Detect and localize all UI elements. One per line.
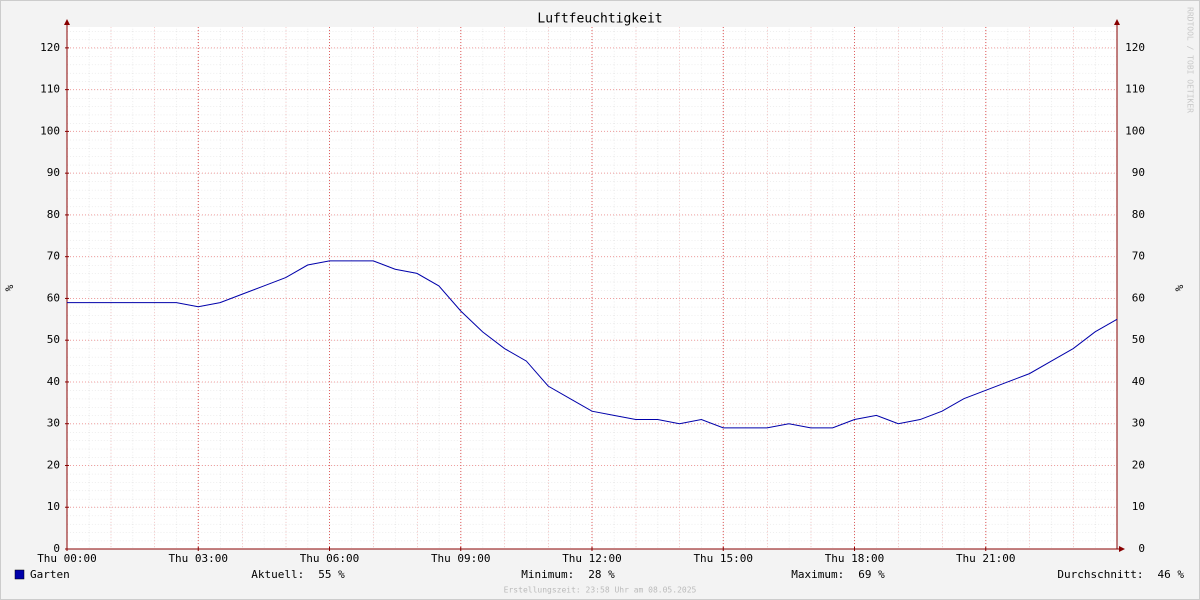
chart-title: Luftfeuchtigkeit [537,12,662,27]
legend-label: Garten [30,568,70,581]
axes [64,19,1125,552]
y-tick-label: 0 [53,542,60,555]
watermark: RRDTOOL / TOBI OETIKER [1186,7,1195,113]
y-tick-label-right: 50 [1132,333,1145,346]
stat: Aktuell: 55 % [251,568,345,581]
y-tick-label-right: 90 [1132,166,1145,179]
y-tick-label-right: 80 [1132,208,1145,221]
y-axis-label: % [3,284,16,291]
x-tick-label: Thu 15:00 [693,552,753,565]
y-tick-label: 50 [47,333,60,346]
y-tick-label: 80 [47,208,60,221]
y-tick-label-right: 10 [1132,500,1145,513]
x-tick-label: Thu 18:00 [825,552,885,565]
stat: Maximum: 69 % [791,568,885,581]
stat-value: 28 % [588,568,615,581]
stat-label: Maximum: [791,568,844,581]
y-tick-label: 120 [40,41,60,54]
stat: Durchschnitt: 46 % [1057,568,1184,581]
y-tick-label-right: 100 [1125,124,1145,137]
data-line [67,260,1118,429]
y-tick-label: 60 [47,291,60,304]
y-tick-label-right: 0 [1138,542,1145,555]
stat-label: Durchschnitt: [1057,568,1143,581]
y-tick-label-right: 70 [1132,250,1145,263]
arrow [1119,546,1125,552]
arrow [64,19,70,25]
legend-swatch [14,569,25,580]
y-tick-label-right: 60 [1132,291,1145,304]
x-tick-label: Thu 06:00 [300,552,360,565]
y-tick-label-right: 40 [1132,375,1145,388]
x-tick-label: Thu 03:00 [168,552,228,565]
y-tick-label-right: 30 [1132,417,1145,430]
x-tick-label: Thu 12:00 [562,552,622,565]
x-tick-label: Thu 21:00 [956,552,1016,565]
stat-label: Aktuell: [251,568,304,581]
y-tick-label: 20 [47,458,60,471]
x-tick-label: Thu 00:00 [37,552,97,565]
y-tick-label-right: 20 [1132,458,1145,471]
footer: Erstellungszeit: 23:58 Uhr am 08.05.2025 [504,586,697,595]
x-tick-label: Thu 09:00 [431,552,491,565]
stat-label: Minimum: [521,568,574,581]
stat-value: 46 % [1158,568,1185,581]
y-tick-label: 40 [47,375,60,388]
stat-value: 69 % [858,568,885,581]
y-tick-label: 30 [47,417,60,430]
arrow [1114,19,1120,25]
y-tick-label-right: 120 [1125,41,1145,54]
y-axis-label-right: % [1173,284,1186,291]
stat-value: 55 % [318,568,345,581]
y-tick-label: 110 [40,83,60,96]
y-tick-label: 10 [47,500,60,513]
y-tick-label: 90 [47,166,60,179]
stat: Minimum: 28 % [521,568,615,581]
y-tick-label-right: 110 [1125,83,1145,96]
y-tick-label: 100 [40,124,60,137]
y-tick-label: 70 [47,250,60,263]
